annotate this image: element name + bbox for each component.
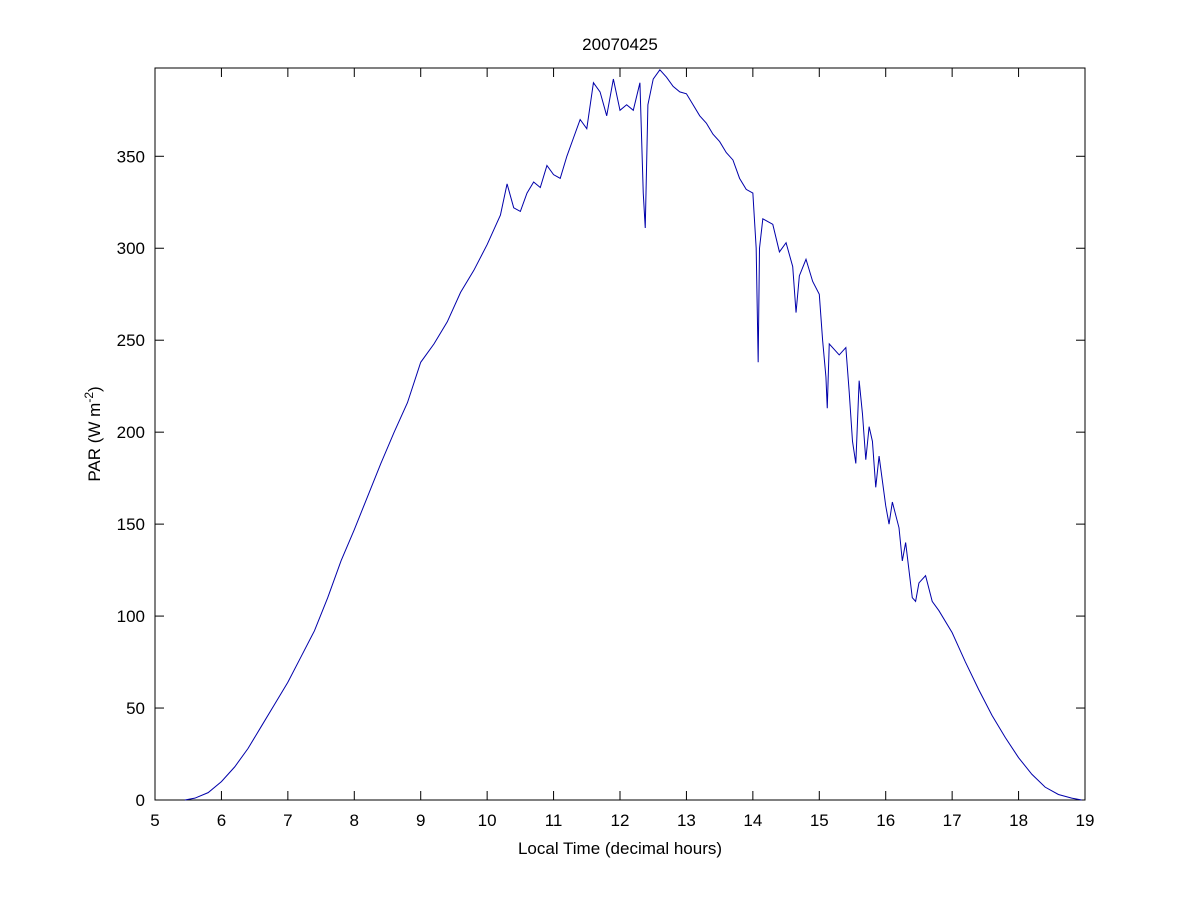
y-tick-label: 250 bbox=[117, 331, 145, 350]
y-axis-label: PAR (W m-2) bbox=[82, 386, 104, 481]
y-tick-label: 150 bbox=[117, 515, 145, 534]
y-label-suffix: ) bbox=[85, 386, 104, 392]
x-tick-label: 18 bbox=[1009, 811, 1028, 830]
x-tick-label: 14 bbox=[743, 811, 762, 830]
y-tick-label: 200 bbox=[117, 423, 145, 442]
x-tick-label: 8 bbox=[350, 811, 359, 830]
x-tick-label: 17 bbox=[943, 811, 962, 830]
x-tick-label: 16 bbox=[876, 811, 895, 830]
y-tick-label: 300 bbox=[117, 239, 145, 258]
y-tick-label: 100 bbox=[117, 607, 145, 626]
x-tick-label: 6 bbox=[217, 811, 226, 830]
data-line bbox=[184, 69, 1082, 801]
x-axis-label: Local Time (decimal hours) bbox=[518, 839, 722, 858]
x-tick-label: 19 bbox=[1076, 811, 1095, 830]
x-tick-label: 11 bbox=[545, 811, 563, 830]
chart-title: 20070425 bbox=[582, 35, 658, 54]
x-tick-label: 10 bbox=[478, 811, 497, 830]
y-tick-label: 50 bbox=[126, 699, 145, 718]
x-tick-label: 7 bbox=[283, 811, 292, 830]
y-tick-label: 350 bbox=[117, 147, 145, 166]
y-label-sup: -2 bbox=[82, 392, 96, 403]
y-label-text: PAR (W m bbox=[85, 403, 104, 482]
x-tick-label: 5 bbox=[150, 811, 159, 830]
x-tick-label: 12 bbox=[611, 811, 630, 830]
x-tick-label: 13 bbox=[677, 811, 696, 830]
x-tick-label: 9 bbox=[416, 811, 425, 830]
x-tick-label: 15 bbox=[810, 811, 829, 830]
y-tick-label: 0 bbox=[136, 791, 145, 810]
